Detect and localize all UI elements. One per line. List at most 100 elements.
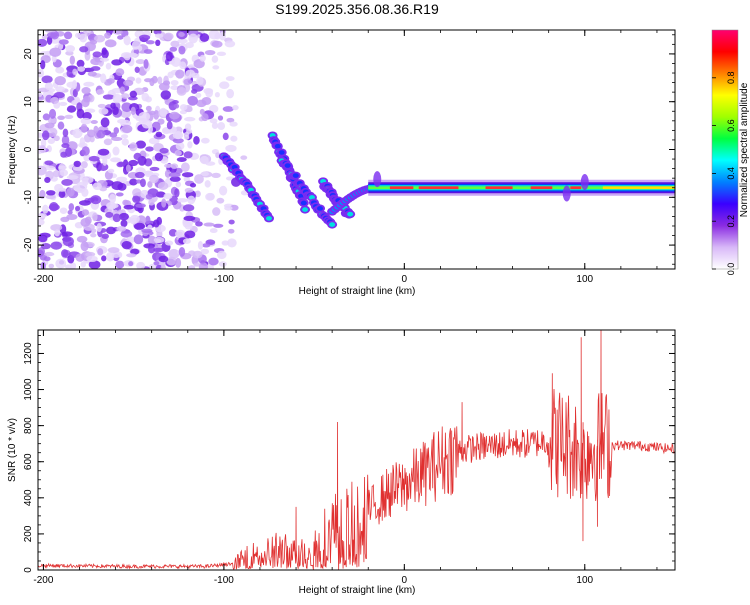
- noise-blob: [55, 66, 65, 74]
- noise-blob: [178, 45, 186, 55]
- noise-blob: [200, 137, 210, 144]
- noise-blob: [166, 256, 177, 266]
- noise-blob: [218, 261, 227, 267]
- streak-blob-inner: [278, 150, 285, 155]
- noise-blob: [120, 93, 130, 99]
- y-tick-label: 20: [23, 48, 34, 60]
- noise-blob: [42, 113, 51, 121]
- noise-blob: [44, 122, 55, 129]
- noise-blob: [96, 129, 106, 139]
- noise-blob: [75, 253, 85, 262]
- x-tick-label: 0: [402, 575, 408, 586]
- noise-blob: [60, 216, 70, 223]
- snr-xlabel: Height of straight line (km): [299, 585, 416, 596]
- noise-blob: [121, 240, 132, 250]
- noise-blob: [51, 55, 57, 63]
- noise-blob: [183, 176, 190, 182]
- noise-blob: [167, 71, 174, 79]
- noise-blob: [193, 135, 200, 145]
- noise-blob: [59, 207, 68, 214]
- colorbar-tick-label: 0.8: [726, 72, 736, 85]
- noise-blob: [75, 32, 81, 38]
- noise-blob: [179, 104, 188, 111]
- noise-blob: [50, 96, 59, 104]
- line-disturbance: [373, 171, 382, 188]
- noise-blob: [173, 103, 180, 109]
- noise-blob: [110, 157, 121, 163]
- noise-blob: [184, 123, 192, 131]
- noise-blob: [182, 204, 195, 212]
- noise-blob: [225, 76, 235, 82]
- noise-blob: [145, 96, 152, 103]
- noise-blob: [170, 163, 179, 169]
- noise-blob: [184, 187, 194, 193]
- noise-blob: [211, 122, 219, 130]
- noise-blob: [151, 75, 158, 84]
- noise-blob: [189, 183, 197, 188]
- noise-blob: [52, 170, 61, 178]
- noise-blob: [125, 164, 131, 173]
- streak-blob-inner: [308, 195, 315, 200]
- noise-blob: [120, 230, 133, 238]
- noise-blob: [81, 146, 90, 156]
- noise-blob: [145, 40, 155, 45]
- noise-blob: [83, 95, 91, 103]
- colorbar-tick-label: 0.4: [726, 167, 736, 180]
- noise-blob: [183, 215, 196, 221]
- noise-blob: [149, 166, 160, 172]
- noise-blob: [101, 49, 109, 59]
- noise-blob: [49, 108, 57, 119]
- noise-blob: [183, 132, 190, 137]
- noise-blob: [133, 222, 146, 230]
- noise-blob: [133, 234, 144, 245]
- noise-blob: [227, 238, 237, 248]
- noise-blob: [64, 114, 74, 119]
- noise-blob: [69, 55, 76, 65]
- noise-blob: [117, 35, 124, 40]
- noise-blob: [41, 75, 53, 84]
- noise-blob: [132, 188, 142, 198]
- noise-blob: [175, 69, 185, 79]
- noise-blob: [47, 138, 56, 145]
- noise-blob: [38, 68, 45, 78]
- noise-blob: [135, 140, 147, 149]
- noise-blob: [168, 248, 180, 259]
- noise-blob: [110, 203, 119, 209]
- noise-blob: [50, 224, 63, 232]
- noise-blob: [130, 248, 140, 255]
- noise-blob: [67, 210, 73, 215]
- noise-blob: [44, 165, 56, 171]
- noise-blob: [120, 219, 128, 228]
- noise-blob: [228, 219, 235, 225]
- noise-blob: [205, 88, 213, 98]
- noise-blob: [112, 93, 123, 104]
- y-tick-label: 800: [23, 417, 34, 434]
- noise-blob: [47, 117, 57, 124]
- noise-blob: [53, 91, 65, 99]
- noise-blob: [128, 159, 139, 167]
- noise-blob: [81, 209, 90, 216]
- noise-blob: [211, 172, 221, 179]
- noise-blob: [135, 77, 142, 84]
- noise-blob: [44, 160, 54, 166]
- noise-blob: [105, 62, 112, 70]
- noise-blob: [104, 39, 117, 48]
- steady-line-peak: [485, 186, 513, 190]
- noise-blob: [168, 101, 177, 111]
- noise-blob: [138, 111, 151, 122]
- noise-blob: [176, 86, 187, 96]
- noise-blob: [157, 76, 163, 85]
- colorbar-label: Normalized spectral amplitude: [739, 82, 750, 217]
- noise-blob: [105, 211, 114, 218]
- noise-blob: [92, 182, 102, 191]
- noise-blob: [141, 119, 153, 129]
- y-tick-label: 0: [23, 567, 34, 573]
- snr-ylabel: SNR (10 * v/v): [7, 418, 18, 482]
- noise-blob: [111, 59, 123, 66]
- noise-blob: [232, 105, 239, 111]
- noise-blob: [79, 33, 88, 43]
- noise-blob: [104, 32, 111, 39]
- noise-blob: [106, 78, 115, 84]
- noise-blob: [222, 132, 229, 141]
